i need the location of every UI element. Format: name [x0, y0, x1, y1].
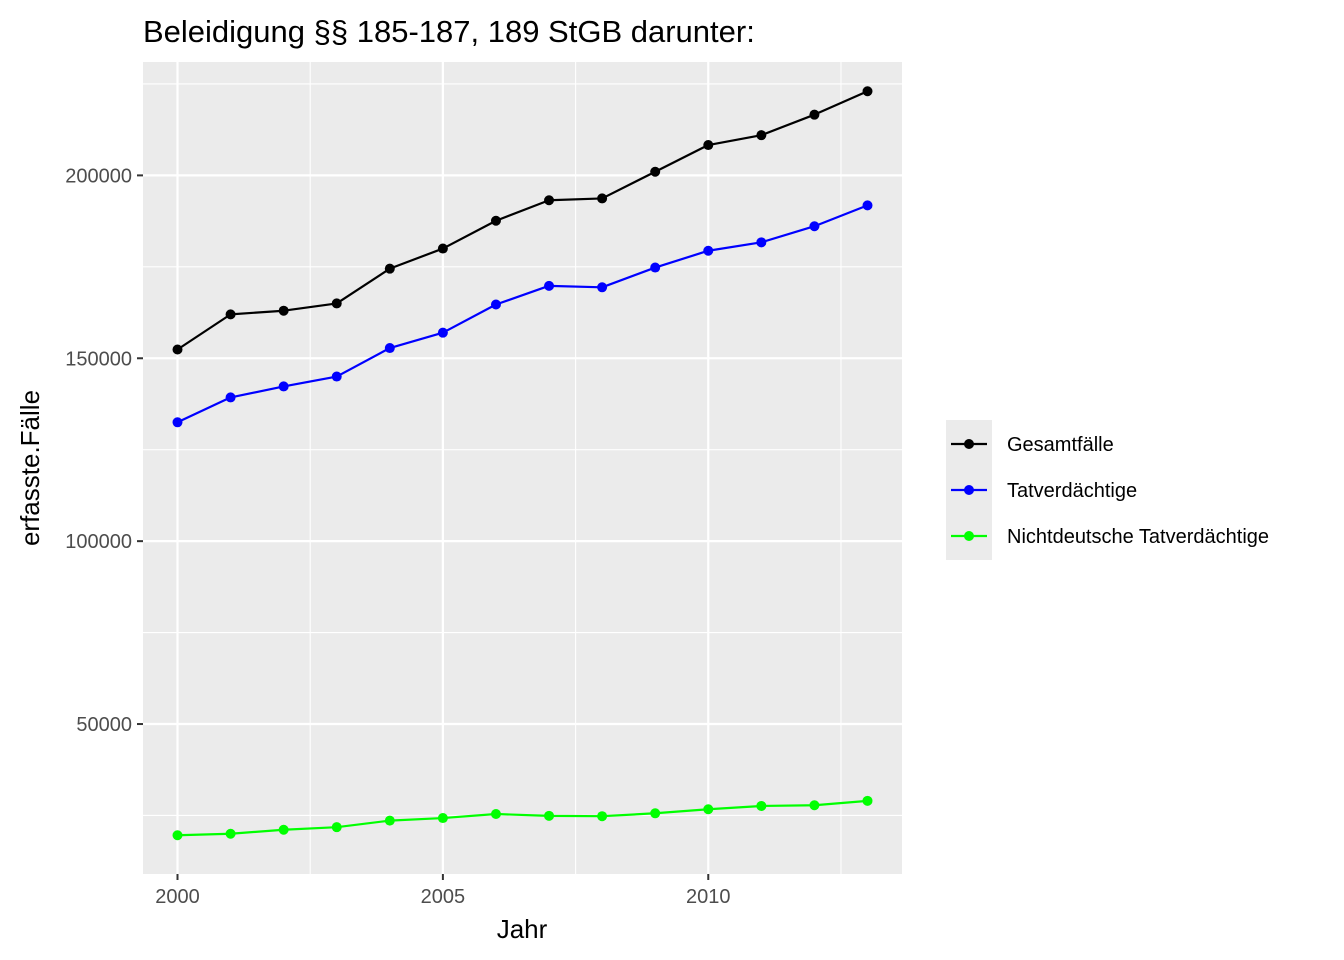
data-point: [544, 280, 555, 291]
x-tick-label: 2000: [155, 886, 200, 908]
y-axis-ticks: 50000 100000 150000 200000: [65, 165, 143, 736]
data-point: [862, 200, 873, 211]
legend-item: Nichtdeutsche Tatverdächtige: [951, 526, 1269, 548]
data-point: [172, 417, 183, 428]
x-axis-title: Jahr: [497, 914, 548, 944]
legend-key-point: [964, 485, 974, 495]
data-point: [172, 830, 183, 841]
data-point: [862, 795, 873, 806]
series-layer: [172, 86, 873, 841]
series-1: [172, 86, 873, 355]
data-point: [650, 262, 661, 273]
legend: Gesamtfälle Tatverdächtige Nichtdeutsche T…: [946, 420, 1269, 560]
data-point: [490, 215, 501, 226]
data-point: [597, 193, 608, 204]
data-point: [597, 282, 608, 293]
data-point: [490, 809, 501, 820]
major-gridlines: [143, 62, 902, 874]
legend-label: Tatverdächtige: [1007, 480, 1137, 502]
data-point: [490, 299, 501, 310]
data-point: [225, 828, 236, 839]
data-point: [278, 824, 289, 835]
series-line: [177, 799, 868, 837]
data-point: [172, 344, 183, 355]
data-point: [384, 815, 395, 826]
legend-label: Gesamtfälle: [1007, 434, 1114, 456]
data-point: [703, 140, 714, 151]
y-tick-label: 200000: [65, 165, 132, 187]
data-point: [862, 86, 873, 97]
data-point: [384, 263, 395, 274]
data-point: [809, 109, 820, 120]
series-3: [172, 795, 873, 841]
data-point: [809, 221, 820, 232]
data-point: [597, 811, 608, 822]
legend-label: Nichtdeutsche Tatverdächtige: [1007, 526, 1269, 548]
y-tick-label: 50000: [76, 714, 132, 736]
data-point: [278, 305, 289, 316]
data-point: [331, 822, 342, 833]
data-point: [756, 800, 767, 811]
data-point: [650, 166, 661, 177]
y-tick-label: 100000: [65, 531, 132, 553]
data-point: [331, 371, 342, 382]
x-tick-label: 2010: [686, 886, 731, 908]
series-2: [172, 200, 873, 428]
data-point: [544, 810, 555, 821]
data-point: [756, 130, 767, 141]
legend-item: Gesamtfälle: [951, 434, 1114, 456]
legend-item: Tatverdächtige: [951, 480, 1137, 502]
data-point: [384, 343, 395, 354]
data-point: [278, 381, 289, 392]
x-tick-label: 2005: [421, 886, 466, 908]
minor-gridlines: [143, 62, 902, 874]
chart-title: Beleidigung §§ 185-187, 189 StGB darunte…: [143, 14, 755, 49]
legend-key-point: [964, 531, 974, 541]
data-point: [703, 245, 714, 256]
x-axis-ticks: 2000 2005 2010: [155, 874, 731, 908]
data-point: [225, 392, 236, 403]
data-point: [756, 237, 767, 248]
data-point: [437, 813, 448, 824]
data-point: [703, 804, 714, 815]
data-point: [331, 298, 342, 309]
legend-key-point: [964, 439, 974, 449]
data-point: [225, 309, 236, 320]
plot-panel: [143, 62, 902, 874]
data-point: [437, 243, 448, 254]
data-point: [544, 195, 555, 206]
data-point: [437, 327, 448, 338]
y-axis-title: erfasste.Fälle: [15, 390, 45, 546]
y-tick-label: 150000: [65, 348, 132, 370]
series-line: [176, 90, 868, 351]
data-point: [650, 808, 661, 819]
data-point: [809, 800, 820, 811]
series-line: [177, 204, 868, 424]
